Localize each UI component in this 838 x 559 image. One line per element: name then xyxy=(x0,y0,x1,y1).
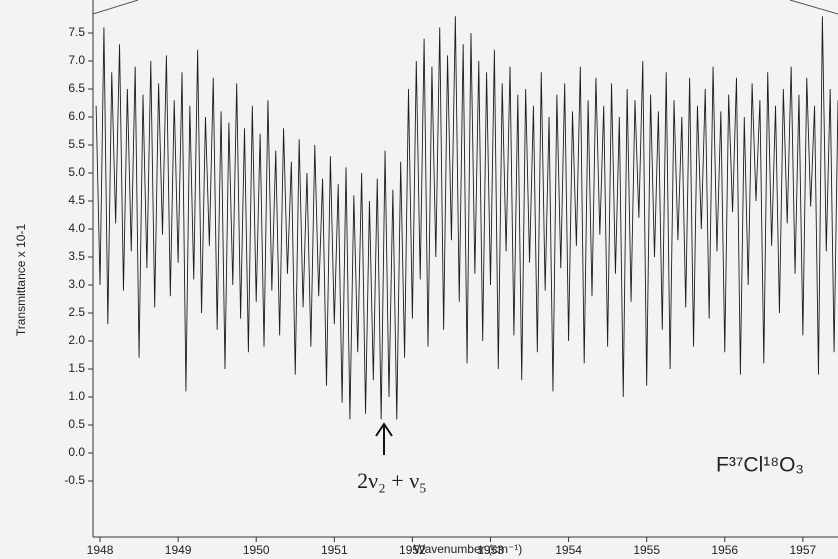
frame-corner xyxy=(92,0,139,15)
y-tick-label: 7.0 xyxy=(68,53,85,67)
x-axis-title: Wavenumber (cm⁻¹) xyxy=(414,542,523,556)
frame-corner xyxy=(789,0,838,15)
y-tick-label: 1.5 xyxy=(68,361,85,375)
annotation-arrow-head xyxy=(375,422,393,437)
x-tick-label: 1949 xyxy=(165,543,192,557)
y-tick-label: 1.0 xyxy=(68,389,85,403)
x-tick-label: 1953 xyxy=(477,543,504,557)
y-tick-label: 6.0 xyxy=(68,109,85,123)
y-tick-label: 5.5 xyxy=(68,137,85,151)
y-tick-label: -0.5 xyxy=(64,473,85,487)
y-tick-label: 0.0 xyxy=(68,445,85,459)
band-annotation: 2ν₂ + ν₅ xyxy=(357,468,427,493)
x-tick-label: 1955 xyxy=(633,543,660,557)
molecule-label: F³⁷Cl¹⁸O₃ xyxy=(716,454,804,477)
y-tick-label: 3.5 xyxy=(68,249,85,263)
x-tick-label: 1956 xyxy=(711,543,738,557)
spectrum-line xyxy=(95,16,838,420)
x-tick-label: 1950 xyxy=(243,543,270,557)
x-tick-label: 1948 xyxy=(87,543,114,557)
y-axis-title: Transmittance x 10-1 xyxy=(14,224,28,337)
y-tick-label: 2.0 xyxy=(68,333,85,347)
y-tick-label: 4.5 xyxy=(68,193,85,207)
x-tick-label: 1957 xyxy=(790,543,817,557)
y-tick-label: 0.5 xyxy=(68,417,85,431)
y-tick-label: 6.5 xyxy=(68,81,85,95)
y-tick-label: 3.0 xyxy=(68,277,85,291)
x-tick-label: 1951 xyxy=(321,543,348,557)
y-tick-label: 4.0 xyxy=(68,221,85,235)
x-tick-label: 1954 xyxy=(555,543,582,557)
y-tick-label: 5.0 xyxy=(68,165,85,179)
y-tick-label: 7.5 xyxy=(68,25,85,39)
y-tick-label: 2.5 xyxy=(68,305,85,319)
x-tick-label: 1952 xyxy=(399,543,426,557)
